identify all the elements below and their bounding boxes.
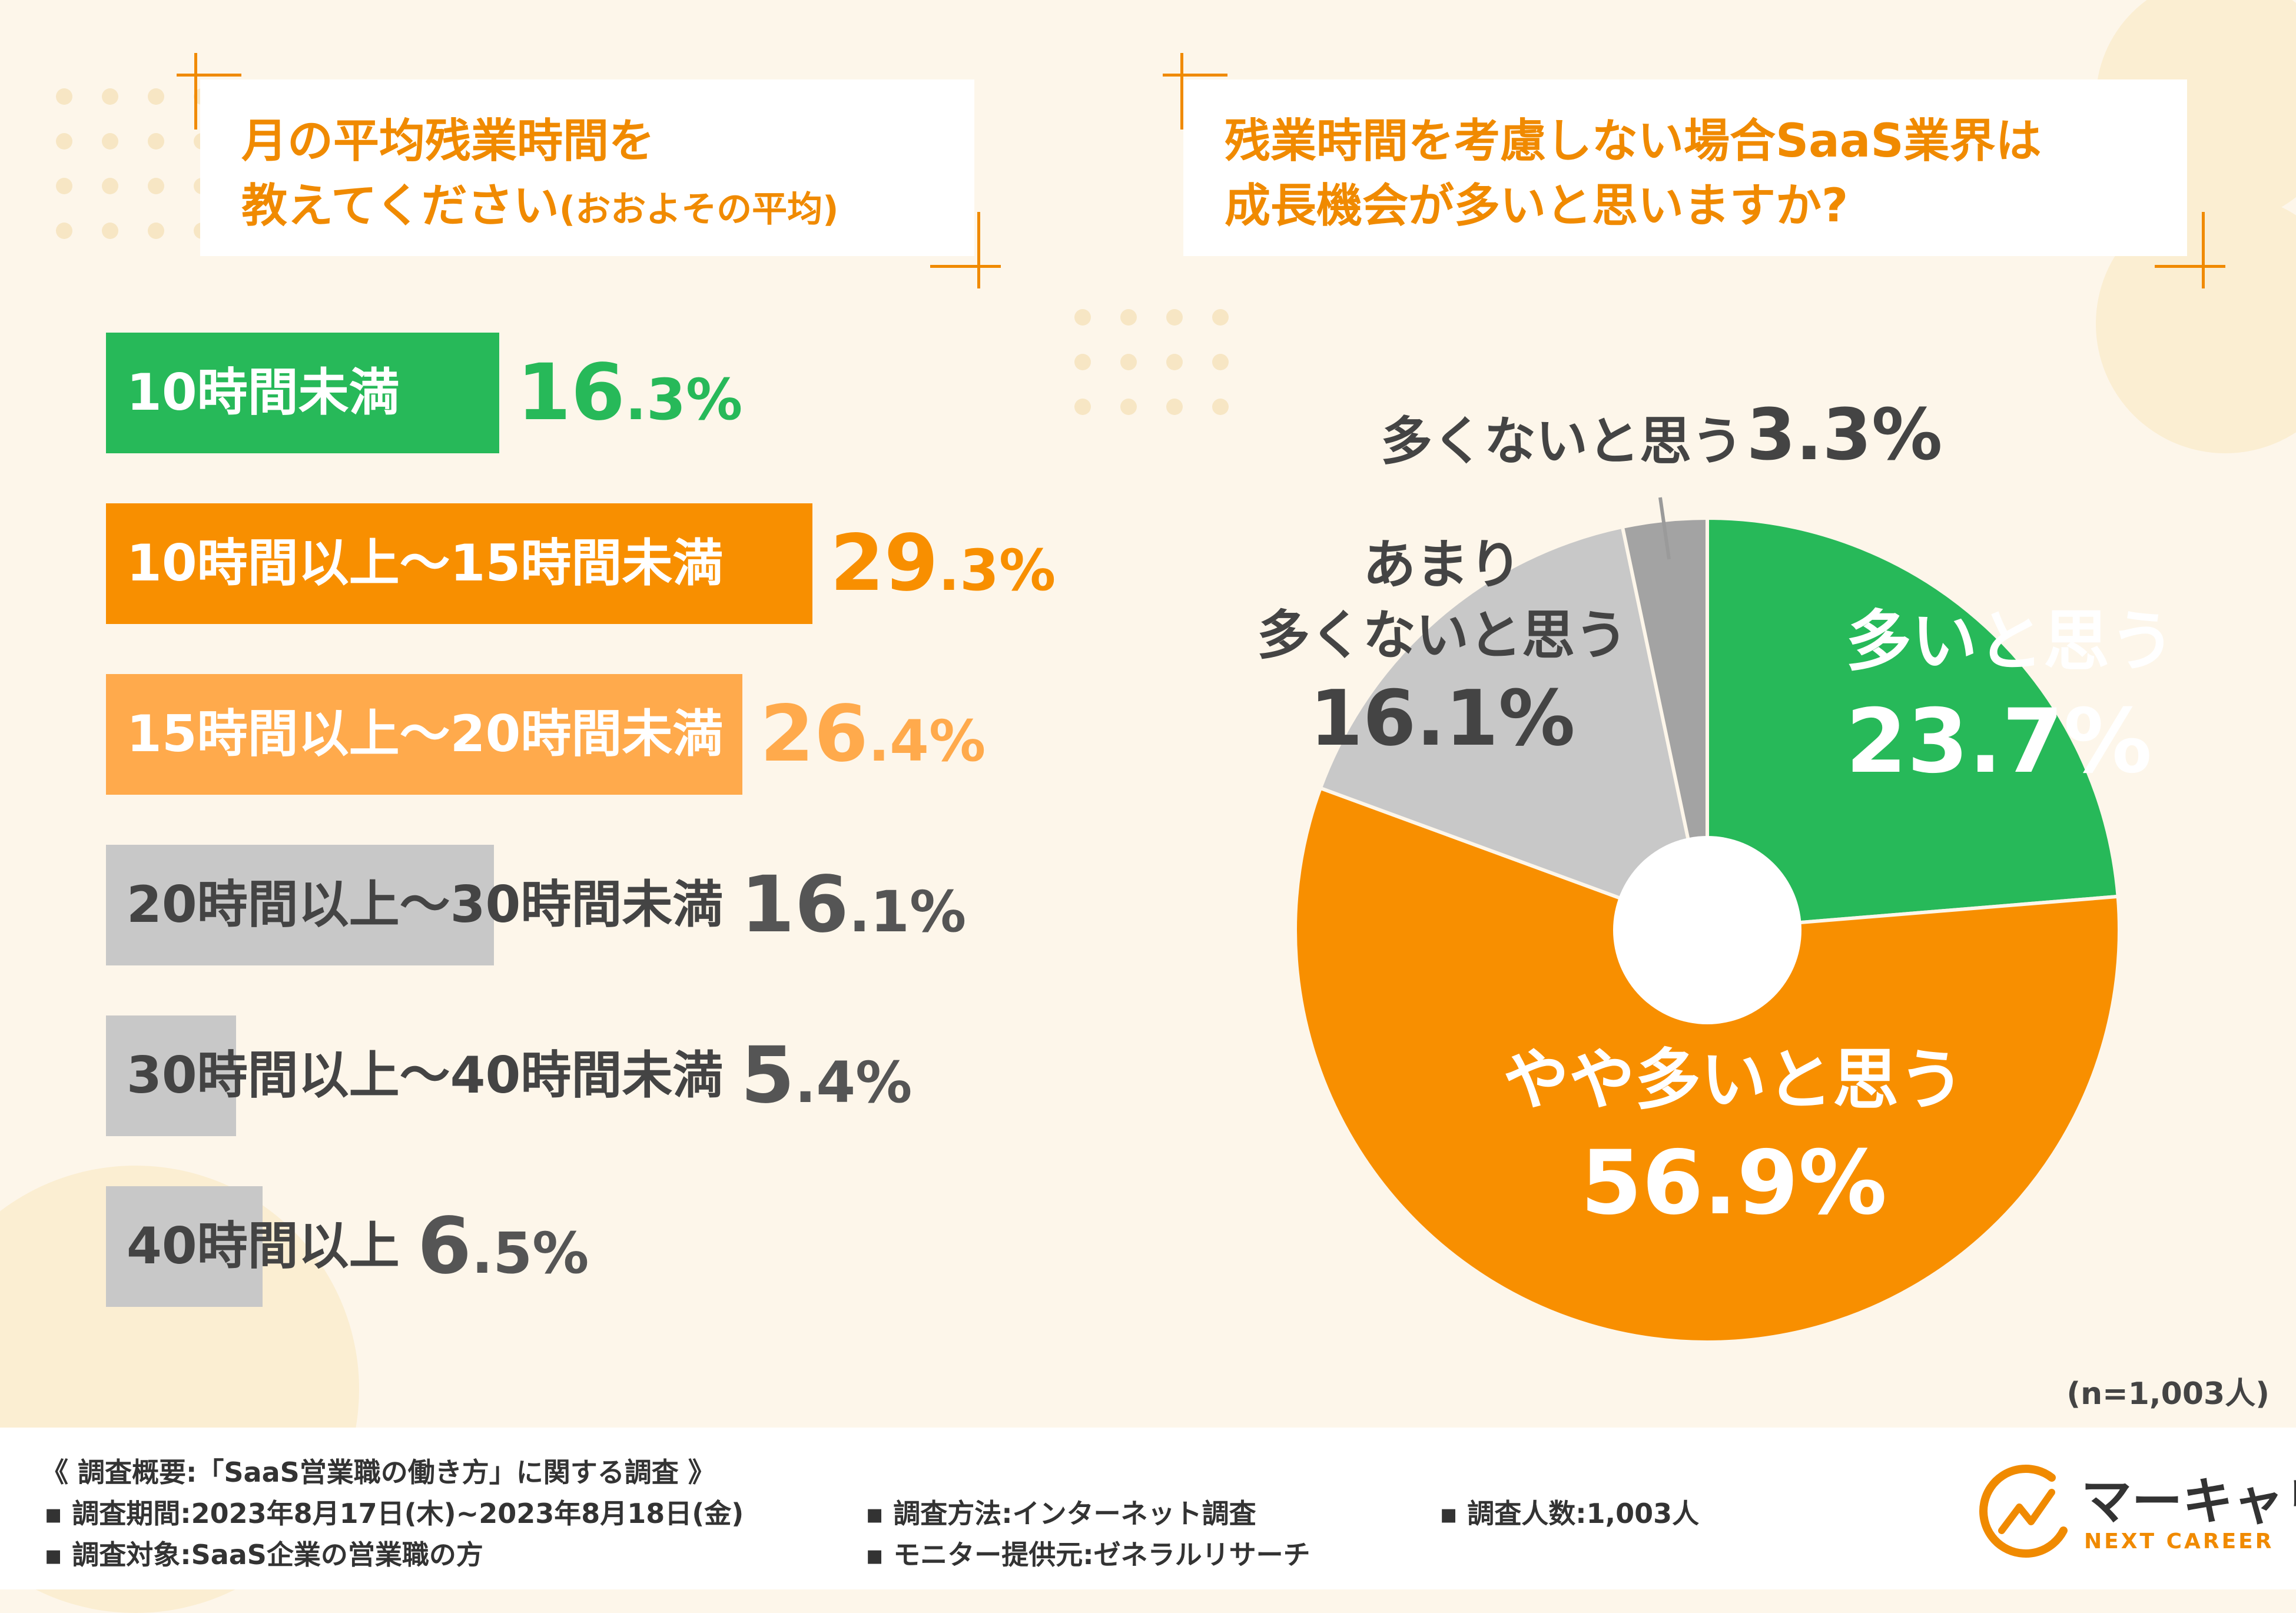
bar-label-1: 10時間未満 <box>127 363 400 422</box>
right-question-box: 残業時間を考慮しない場合SaaS業界は 成長機会が多いと思いますか? <box>1183 79 2187 256</box>
bar-value-dec: .4% <box>794 1050 913 1116</box>
bar-value-5: 5.4% <box>741 1015 912 1159</box>
pie-label-not-so-many-line2: 多くないと思う <box>1257 605 1628 666</box>
left-question-note: (おおよその平均) <box>559 189 839 230</box>
bar-value-dec: .5% <box>471 1220 589 1286</box>
bar-value-dec: .4% <box>868 708 986 774</box>
footer-provider: ▪ モニター提供元:ゼネラルリサーチ <box>865 1539 1310 1571</box>
left-question-line2: 教えてください <box>241 180 559 233</box>
dot-pattern-left <box>56 88 210 239</box>
right-question-line2: 成長機会が多いと思いますか? <box>1225 180 1849 233</box>
footer-count: ▪ 調査人数:1,003人 <box>1439 1498 1700 1529</box>
pie-value-not-so-many: 16.1% <box>1309 673 1575 763</box>
corner-br-v <box>977 212 980 288</box>
logo-sub: NEXT CAREER <box>2084 1529 2274 1554</box>
bar-value-1: 16.3% <box>517 333 742 476</box>
bar-label-3: 15時間以上〜20時間未満 <box>127 705 724 764</box>
logo: マーキャリ NEXT CAREER <box>1975 1460 2296 1560</box>
bar-value-int: 16 <box>517 347 625 438</box>
corner-br-h <box>930 265 1001 268</box>
bar-value-dec: .3% <box>938 537 1056 603</box>
bar-value-dec: .3% <box>625 367 743 433</box>
pie-slice-2 <box>1293 785 2121 1344</box>
bar-4 <box>106 845 494 965</box>
bar-label-5: 30時間以上〜40時間未満 <box>127 1046 724 1105</box>
bar-value-2: 29.3% <box>830 503 1056 647</box>
pie-slice-3 <box>1318 525 1710 933</box>
bar-value-dec: .1% <box>848 879 967 945</box>
left-question-box: 月の平均残業時間を 教えてください(おおよその平均) <box>200 79 974 256</box>
bar-value-int: 6 <box>417 1201 472 1292</box>
corner-br2-v <box>2202 212 2205 288</box>
pie-value-many: 23.7% <box>1846 686 2152 798</box>
bar-value-6: 6.5% <box>417 1186 589 1330</box>
bar-value-int: 5 <box>741 1030 795 1121</box>
corner-tl-h <box>177 74 241 77</box>
pie-label-somewhat-text: やや多いと思う <box>1503 1042 1965 1119</box>
dot-pattern-center <box>1074 309 1229 415</box>
footer: 《 調査概要:「SaaS営業職の働き方」に関する調査 》 ▪ 調査期間:2023… <box>0 1428 2296 1589</box>
bar-value-4: 16.1% <box>741 845 966 988</box>
corner-tl-v <box>194 53 197 130</box>
bar-label-6: 40時間以上 <box>127 1217 400 1276</box>
bar-6 <box>106 1186 263 1307</box>
pie-label-not-many-text: 多くないと思う <box>1381 411 1744 472</box>
pie-label-many-text: 多いと思う <box>1846 603 2175 680</box>
logo-name: マーキャリ <box>2081 1472 2296 1531</box>
pie-value-not-many: 3.3% <box>1746 394 1943 476</box>
donut-hole <box>1613 836 1801 1024</box>
footer-target: ▪ 調査対象:SaaS企業の営業職の方 <box>44 1539 483 1571</box>
logo-mark-icon <box>1979 1465 2068 1558</box>
footer-method: ▪ 調査方法:インターネット調査 <box>865 1498 1256 1529</box>
bar-1 <box>106 333 499 453</box>
bar-value-int: 16 <box>741 859 849 950</box>
pie-slice-1 <box>1706 516 2120 932</box>
right-question-line1: 残業時間を考慮しない場合SaaS業界は <box>1225 115 2042 168</box>
pie-leader-line <box>1658 497 1671 560</box>
bar-3 <box>106 674 742 795</box>
bar-value-int: 26 <box>760 689 868 779</box>
growth-donut-chart <box>1293 497 2121 1344</box>
bar-2 <box>106 503 812 624</box>
pie-label-many: 多いと思う 23.7% <box>1846 598 2175 798</box>
pie-value-somewhat: 56.9% <box>1580 1132 1887 1234</box>
bar-label-2: 10時間以上〜15時間未満 <box>127 534 724 593</box>
bar-5 <box>106 1015 236 1136</box>
corner-tl2-v <box>1180 53 1183 130</box>
pie-label-not-many: 多くないと思う 3.3% <box>1381 394 1942 476</box>
corner-br2-h <box>2155 265 2225 268</box>
left-question-line1: 月の平均残業時間を <box>241 115 655 168</box>
bar-value-3: 26.4% <box>760 674 986 818</box>
bar-label-4: 20時間以上〜30時間未満 <box>127 875 724 934</box>
sample-size: (n=1,003人) <box>2066 1376 2270 1412</box>
footer-period: ▪ 調査期間:2023年8月17日(木)~2023年8月18日(金) <box>44 1498 744 1529</box>
footer-summary: 《 調査概要:「SaaS営業職の働き方」に関する調査 》 <box>41 1456 715 1488</box>
pie-label-not-so-many-line1: あまり <box>1363 534 1522 596</box>
corner-tl2-h <box>1163 74 1227 77</box>
bar-value-int: 29 <box>830 518 938 609</box>
